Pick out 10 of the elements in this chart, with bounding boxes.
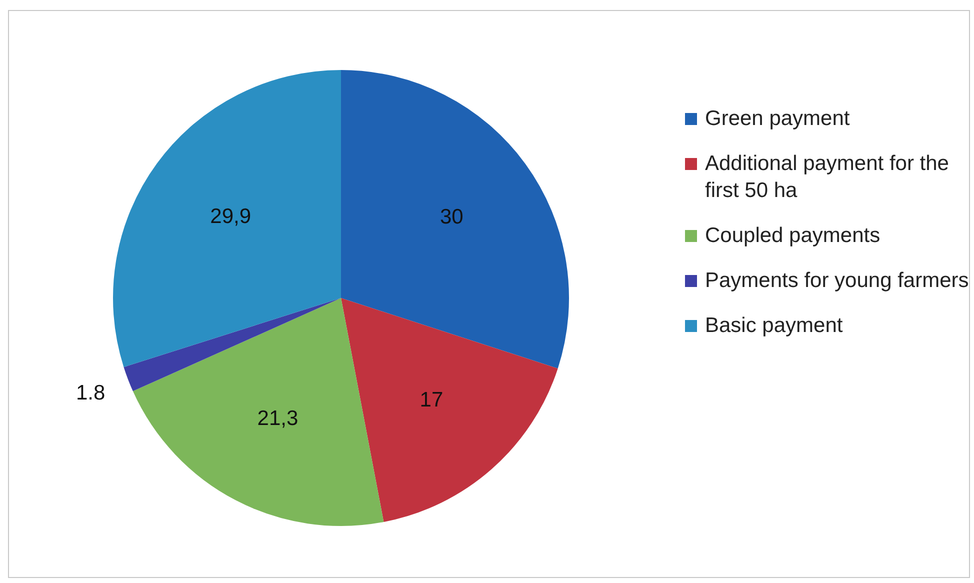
legend-label: Coupled payments [705, 223, 880, 249]
data-label: 21,3 [257, 407, 298, 430]
legend-label: Green payment [705, 106, 850, 132]
data-label: 30 [440, 205, 464, 228]
data-label: 29,9 [210, 205, 252, 228]
legend-label: Additional payment for the first 50 ha [705, 151, 950, 204]
data-label: 1.8 [76, 381, 106, 404]
legend-label: Basic payment [705, 313, 843, 339]
legend-label: Payments for young farmers [705, 268, 969, 294]
data-label: 17 [420, 388, 444, 412]
